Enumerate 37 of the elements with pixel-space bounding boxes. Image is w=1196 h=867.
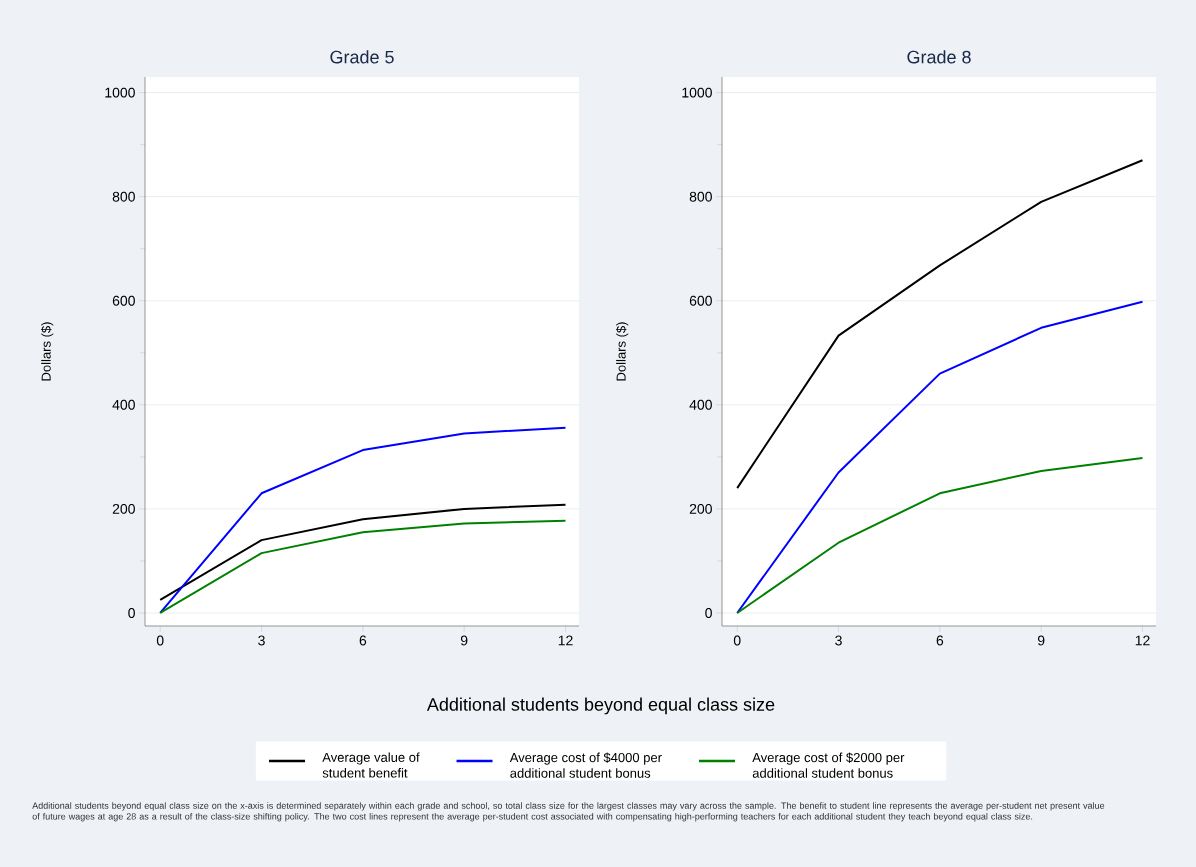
y-tick-label: 800: [689, 191, 712, 202]
y-tick-label: 400: [689, 399, 712, 410]
x-tick-label: 0: [156, 635, 164, 646]
x-tick-label: 3: [835, 635, 842, 646]
x-tick-label: 9: [1037, 635, 1045, 646]
x-tick-label: 6: [359, 635, 367, 646]
line-series: [736, 159, 1144, 490]
x-tick-label: 12: [558, 635, 573, 646]
line-series: [159, 426, 567, 614]
chart-title: Grade 8: [907, 50, 971, 64]
chart-title: Grade 5: [330, 50, 394, 64]
y-tick-label: 1000: [105, 87, 135, 98]
line-series: [736, 300, 1144, 614]
y-tick-label: 600: [689, 295, 712, 306]
y-tick-label: 200: [112, 503, 135, 514]
y-tick-label: 0: [705, 608, 712, 618]
y-tick-label: 800: [112, 191, 135, 202]
y-tick-label: 0: [128, 608, 135, 618]
text: Additional students beyond equal class size on the x-axis is determined separately within each grade and school, so total class size for the largest classes may vary across the sample. The benefit to student line represents the average per-student net present value of future wages at age 28 as a result of the class-size shifting policy. The two cost lines represent the average per-student cost associated with compensating high-performing teachers for each additional student they teach beyond equal class size.: [32, 802, 1105, 822]
legend-label: Average value of student benefit: [322, 752, 420, 778]
x-tick-label: 0: [733, 635, 741, 646]
legend-label: Average cost of $2000 per additional student bonus: [752, 752, 905, 778]
x-axis-title: Additional students beyond equal class size: [426, 697, 775, 715]
y-tick-label: 600: [112, 295, 135, 306]
legend-label: Average cost of $4000 per additional student bonus: [509, 752, 662, 778]
y-axis-title: Dollars ($): [615, 322, 629, 381]
y-tick-label: 400: [112, 399, 135, 410]
y-axis-title: Dollars ($): [40, 322, 54, 381]
x-tick-label: 6: [936, 635, 944, 646]
x-tick-label: 3: [258, 635, 265, 646]
y-tick-label: 1000: [682, 87, 712, 98]
x-tick-label: 12: [1135, 635, 1150, 646]
line-series: [159, 503, 567, 601]
x-tick-label: 9: [460, 635, 468, 646]
line-series: [159, 519, 567, 614]
line-series: [736, 456, 1144, 614]
y-tick-label: 200: [689, 503, 712, 514]
